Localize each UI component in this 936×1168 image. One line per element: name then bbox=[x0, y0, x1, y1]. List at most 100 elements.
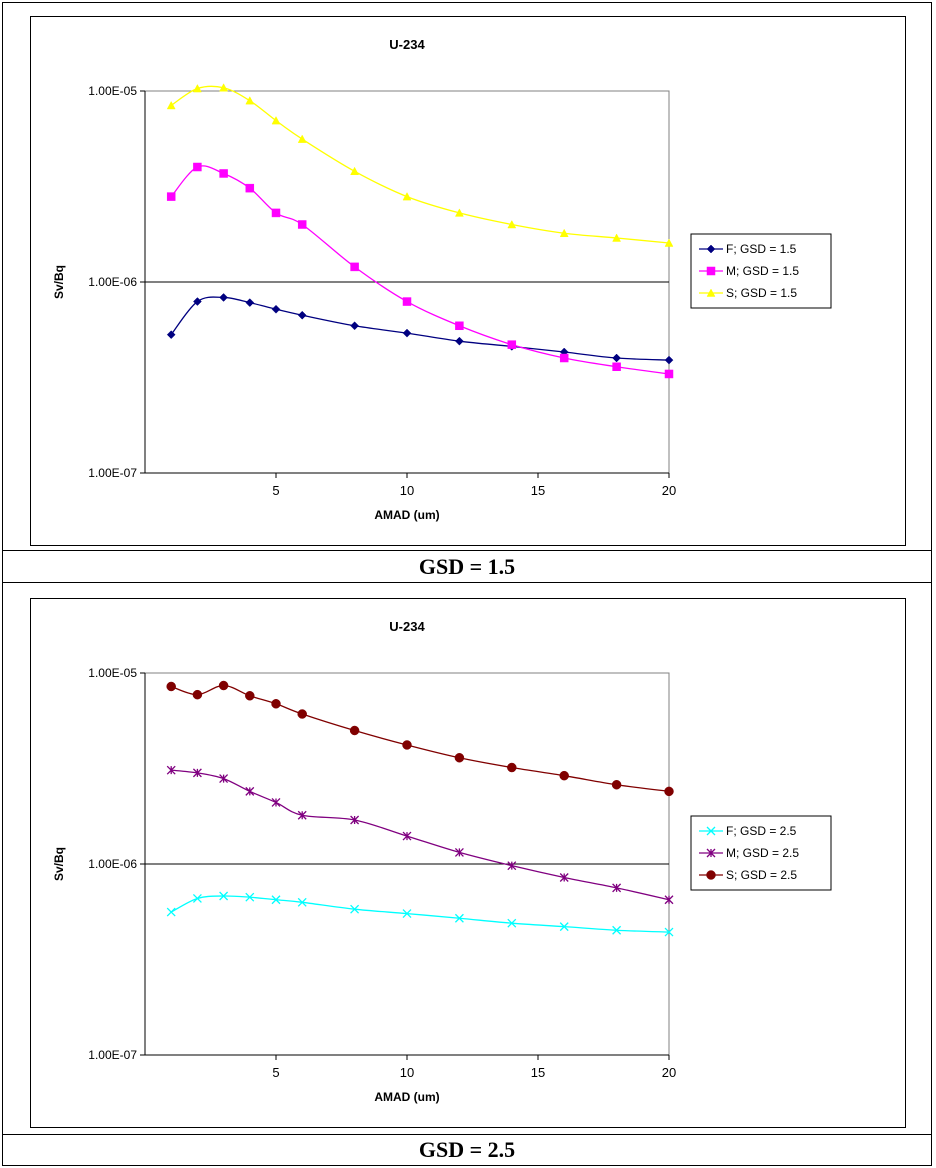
legend-label: M; GSD = 2.5 bbox=[726, 846, 799, 860]
data-point bbox=[455, 321, 464, 331]
data-point bbox=[455, 336, 464, 346]
x-tick-label: 10 bbox=[400, 483, 414, 498]
legend-marker bbox=[706, 870, 716, 880]
x-axis-label: AMAD (um) bbox=[374, 1090, 439, 1104]
data-point bbox=[664, 369, 674, 379]
series-f-gsd-2-5 bbox=[166, 891, 674, 937]
chart-title: U-234 bbox=[389, 37, 425, 52]
data-point bbox=[612, 883, 622, 893]
data-point bbox=[166, 765, 176, 775]
divider bbox=[2, 550, 932, 551]
data-point bbox=[245, 96, 255, 105]
data-point bbox=[507, 762, 517, 773]
data-point bbox=[507, 219, 517, 229]
legend-entry: S; GSD = 2.5 bbox=[699, 868, 797, 882]
data-point bbox=[350, 321, 359, 331]
data-point bbox=[559, 353, 569, 363]
y-tick-label: 1.00E-05 bbox=[88, 84, 137, 98]
data-point bbox=[664, 927, 674, 937]
data-point bbox=[559, 228, 569, 237]
data-point bbox=[454, 752, 465, 763]
legend-marker bbox=[706, 848, 716, 858]
data-point bbox=[271, 895, 281, 905]
legend-marker bbox=[706, 288, 716, 297]
data-point bbox=[193, 162, 202, 172]
y-tick-label: 1.00E-07 bbox=[88, 1048, 137, 1062]
data-point bbox=[166, 100, 176, 110]
chart-title: U-234 bbox=[389, 619, 425, 634]
data-point bbox=[297, 134, 307, 143]
legend-label: M; GSD = 1.5 bbox=[726, 264, 799, 278]
data-point bbox=[271, 208, 281, 218]
y-tick-label: 1.00E-06 bbox=[88, 275, 137, 289]
caption-gsd-2-5: GSD = 2.5 bbox=[418, 1137, 516, 1162]
data-point bbox=[245, 183, 255, 193]
data-point bbox=[611, 779, 622, 790]
data-point bbox=[166, 192, 176, 201]
data-point bbox=[271, 797, 281, 807]
chart-panel-gsd-2-5: 1.00E-07 1.00E-06 1.00E-05 5 10 15 20 U-234 AMAD… bbox=[30, 598, 906, 1128]
data-point bbox=[559, 873, 569, 882]
data-point bbox=[193, 297, 202, 306]
legend-entry: M; GSD = 2.5 bbox=[699, 846, 799, 860]
data-point bbox=[612, 925, 622, 935]
x-tick-label: 20 bbox=[662, 483, 676, 498]
legend-label: F; GSD = 2.5 bbox=[726, 824, 797, 838]
data-point bbox=[297, 810, 307, 820]
legend-entry: M; GSD = 1.5 bbox=[699, 264, 799, 278]
y-tick-label: 1.00E-06 bbox=[88, 857, 137, 871]
data-point bbox=[192, 894, 202, 903]
data-point bbox=[192, 84, 202, 93]
data-point bbox=[245, 786, 255, 796]
data-point bbox=[454, 847, 464, 857]
data-point bbox=[166, 681, 176, 692]
data-point bbox=[271, 116, 281, 125]
data-point bbox=[245, 691, 255, 701]
y-axis-label: Sv/Bq bbox=[52, 847, 66, 881]
series-m-gsd-2-5 bbox=[166, 765, 674, 905]
x-tick-label: 20 bbox=[662, 1065, 676, 1080]
data-point bbox=[166, 330, 176, 340]
data-point bbox=[507, 918, 517, 928]
data-point bbox=[402, 740, 412, 750]
data-point bbox=[271, 699, 281, 709]
data-point bbox=[271, 304, 281, 314]
data-point bbox=[507, 340, 517, 349]
data-point bbox=[559, 770, 569, 781]
data-point bbox=[664, 355, 674, 365]
legend-label: F; GSD = 1.5 bbox=[726, 242, 797, 256]
data-point bbox=[664, 895, 674, 905]
data-point bbox=[297, 709, 307, 719]
data-point bbox=[507, 861, 517, 871]
data-point bbox=[297, 220, 307, 229]
y-tick-label: 1.00E-05 bbox=[88, 666, 137, 680]
data-point bbox=[350, 262, 359, 272]
data-point bbox=[402, 192, 412, 201]
data-point bbox=[612, 353, 621, 363]
data-point bbox=[402, 297, 412, 306]
data-point bbox=[245, 298, 255, 307]
legend-entry: F; GSD = 2.5 bbox=[699, 824, 797, 838]
series-m-gsd-1-5 bbox=[166, 162, 674, 379]
legend-label: S; GSD = 2.5 bbox=[726, 868, 797, 882]
legend: F; GSD = 2.5 M; GSD = 2.5 S; GSD = 2.5 bbox=[690, 815, 832, 891]
data-point bbox=[192, 768, 202, 778]
data-point bbox=[349, 725, 360, 736]
data-point bbox=[297, 310, 307, 320]
x-tick-label: 10 bbox=[400, 1065, 414, 1080]
divider bbox=[2, 1134, 932, 1135]
divider bbox=[2, 582, 932, 583]
data-point bbox=[559, 922, 569, 932]
data-point bbox=[245, 892, 255, 902]
series-s-gsd-2-5 bbox=[166, 680, 674, 797]
data-point bbox=[402, 831, 412, 841]
legend-marker bbox=[706, 244, 716, 254]
data-point bbox=[219, 774, 229, 784]
data-point bbox=[664, 786, 674, 797]
data-point bbox=[219, 293, 228, 302]
data-point bbox=[664, 238, 674, 247]
data-point bbox=[218, 680, 229, 691]
legend-entry: S; GSD = 1.5 bbox=[699, 286, 797, 300]
data-point bbox=[297, 897, 307, 907]
